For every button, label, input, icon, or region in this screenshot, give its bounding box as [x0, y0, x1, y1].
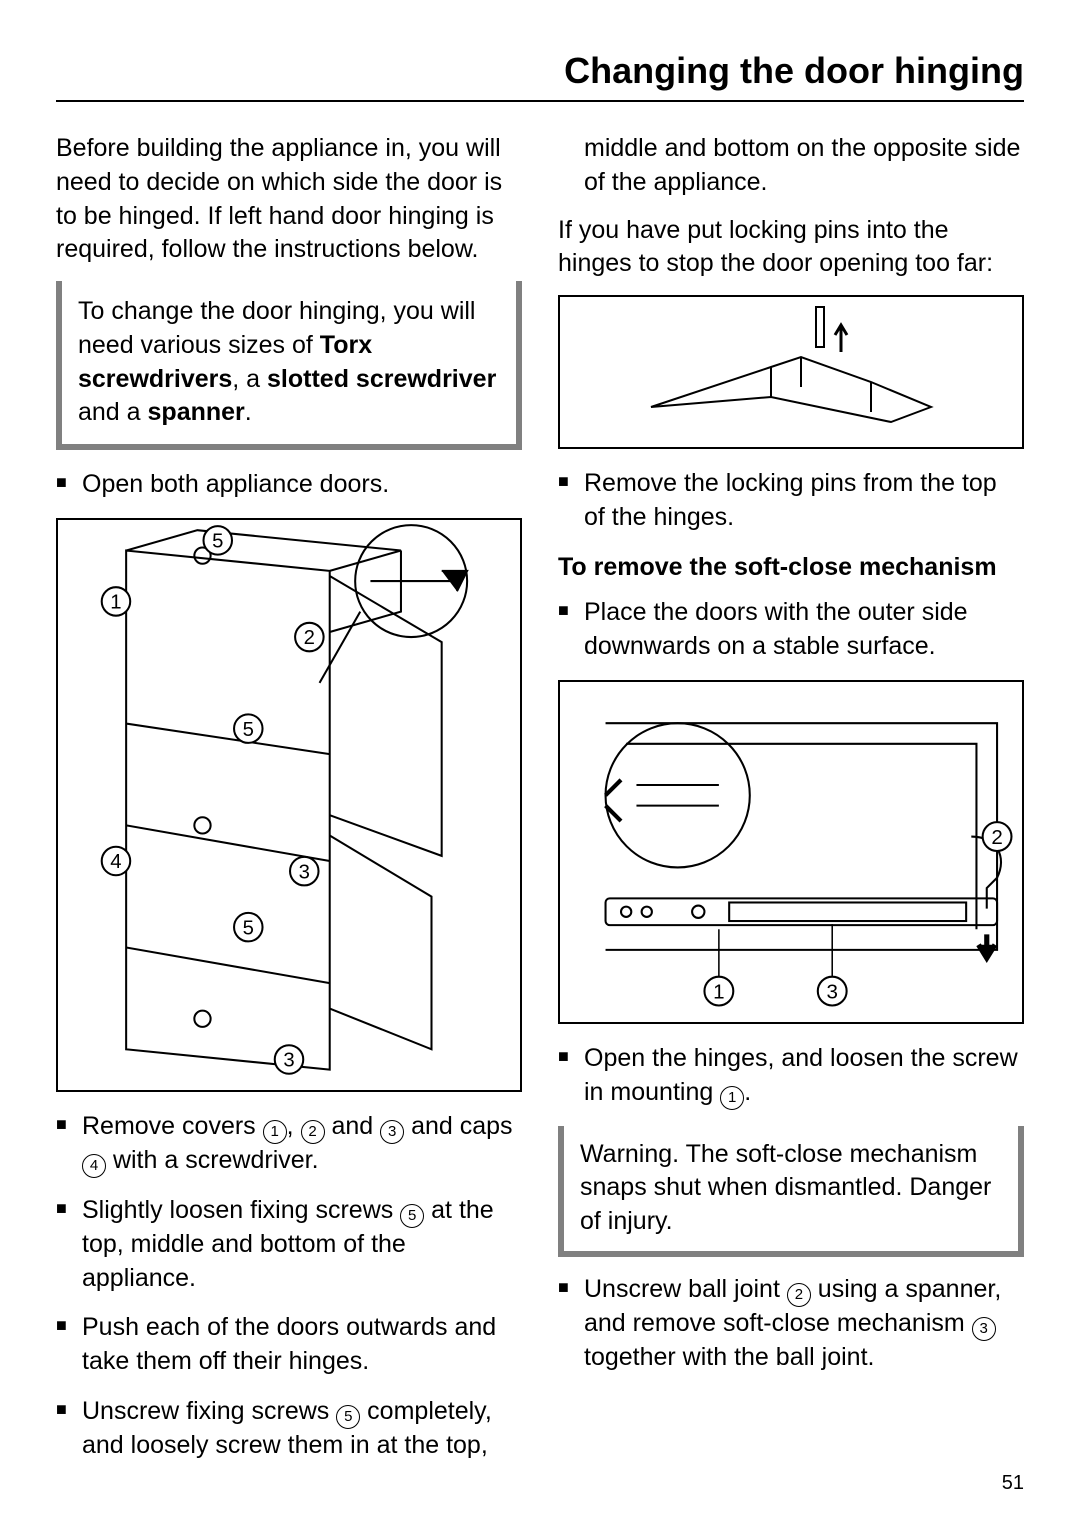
- svg-text:5: 5: [243, 719, 254, 741]
- svg-text:3: 3: [299, 861, 310, 883]
- circled-1: 1: [263, 1120, 287, 1144]
- left-column: Before building the appliance in, you wi…: [56, 132, 522, 1479]
- tools-mid-1: , a: [232, 365, 267, 393]
- step-open-hinges: Open the hinges, and loosen the screw in…: [558, 1042, 1024, 1110]
- figure-hinge-pin: [558, 295, 1024, 449]
- page-number: 51: [1002, 1472, 1024, 1495]
- circled-3: 3: [380, 1120, 404, 1144]
- hinge-pin-svg: [560, 297, 1022, 447]
- circled-s3: 3: [972, 1317, 996, 1341]
- locking-pins-intro: If you have put locking pins into the hi…: [558, 214, 1024, 282]
- tools-text: To change the door hinging, you will nee…: [78, 295, 500, 430]
- circled-s2: 2: [787, 1283, 811, 1307]
- steps-right-4: Unscrew ball joint 2 using a spanner, an…: [558, 1273, 1024, 1375]
- tools-pre: To change the door hinging, you will nee…: [78, 297, 476, 359]
- steps-right-2: Place the doors with the outer side down…: [558, 596, 1024, 664]
- svg-text:3: 3: [283, 1049, 294, 1071]
- step-unscrew-screws: Unscrew fixing screws 5 completely, and …: [56, 1395, 522, 1463]
- tools-bold-2: slotted screwdriver: [267, 365, 496, 393]
- svg-text:5: 5: [243, 917, 254, 939]
- step-remove-pins: Remove the locking pins from the top of …: [558, 467, 1024, 535]
- svg-text:4: 4: [110, 851, 121, 873]
- intro-paragraph: Before building the appliance in, you wi…: [56, 132, 522, 267]
- circled-5: 5: [400, 1204, 424, 1228]
- soft-close-svg: 1 3 2: [560, 682, 1022, 1022]
- steps-right-3: Open the hinges, and loosen the screw in…: [558, 1042, 1024, 1110]
- svg-text:1: 1: [110, 591, 121, 613]
- soft-close-subheading: To remove the soft-close mechanism: [558, 551, 1024, 585]
- tools-bold-3: spanner: [148, 398, 245, 426]
- steps-right-1: Remove the locking pins from the top of …: [558, 467, 1024, 535]
- step-push-doors: Push each of the doors outwards and take…: [56, 1311, 522, 1379]
- circled-5b: 5: [336, 1405, 360, 1429]
- continuation-text: middle and bottom on the opposite side o…: [558, 132, 1024, 200]
- right-column: middle and bottom on the opposite side o…: [558, 132, 1024, 1479]
- svg-text:3: 3: [826, 980, 837, 1003]
- figure-appliance: 1 2 5 5 5 4 3 3: [56, 518, 522, 1092]
- svg-text:1: 1: [713, 980, 724, 1003]
- steps-left-1: Open both appliance doors.: [56, 468, 522, 502]
- warning-box: Warning. The soft-close mechanism snaps …: [558, 1126, 1024, 1257]
- warning-text: Warning. The soft-close mechanism snaps …: [580, 1138, 1002, 1239]
- steps-left-2: Remove covers 1, 2 and 3 and caps 4 with…: [56, 1110, 522, 1463]
- step-remove-covers: Remove covers 1, 2 and 3 and caps 4 with…: [56, 1110, 522, 1178]
- figure-soft-close: 1 3 2: [558, 680, 1024, 1024]
- tools-mid-2: and a: [78, 398, 148, 426]
- circled-4: 4: [82, 1154, 106, 1178]
- tools-post: .: [245, 398, 252, 426]
- step-ball-joint: Unscrew ball joint 2 using a spanner, an…: [558, 1273, 1024, 1375]
- circled-2: 2: [301, 1120, 325, 1144]
- tools-required-box: To change the door hinging, you will nee…: [56, 281, 522, 450]
- appliance-diagram-svg: 1 2 5 5 5 4 3 3: [58, 520, 520, 1090]
- step-open-doors: Open both appliance doors.: [56, 468, 522, 502]
- circled-s1: 1: [720, 1086, 744, 1110]
- svg-text:2: 2: [304, 627, 315, 649]
- page-title: Changing the door hinging: [56, 50, 1024, 102]
- manual-page: Changing the door hinging Before buildin…: [0, 0, 1080, 1529]
- two-column-layout: Before building the appliance in, you wi…: [56, 132, 1024, 1479]
- svg-text:5: 5: [212, 530, 223, 552]
- svg-text:2: 2: [991, 826, 1002, 849]
- step-place-doors: Place the doors with the outer side down…: [558, 596, 1024, 664]
- step-loosen-screws: Slightly loosen fixing screws 5 at the t…: [56, 1194, 522, 1296]
